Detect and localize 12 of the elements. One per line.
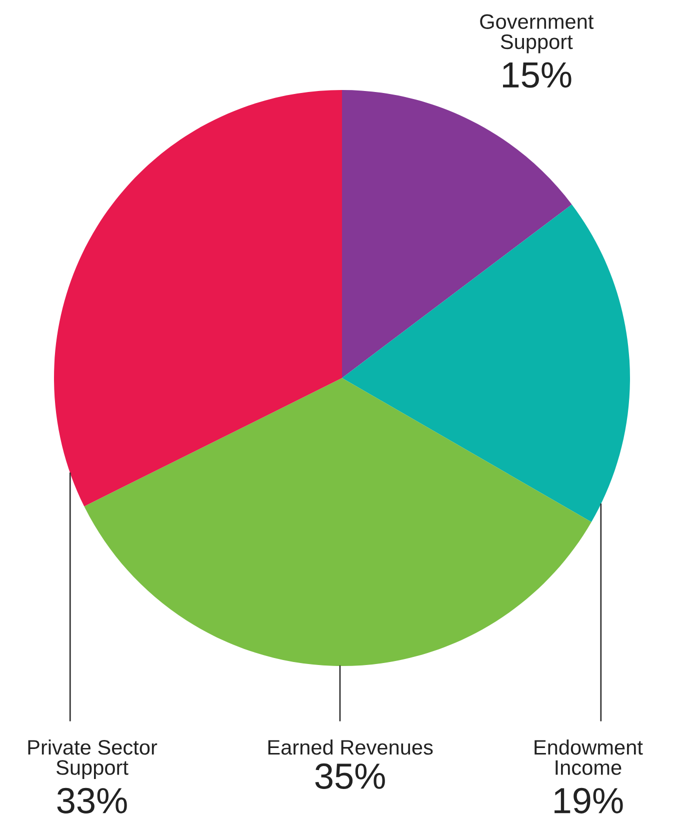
slice-label: Government Support <box>480 14 594 54</box>
data-label: 15% <box>503 62 572 88</box>
slice-label: Private Sector Support <box>28 739 158 780</box>
pie-slice <box>342 90 572 378</box>
pie-slice <box>342 204 630 522</box>
slice-label: Endowment Income <box>534 739 643 775</box>
slice-label: Earned Revenues <box>268 739 433 755</box>
pie-slice <box>84 378 592 666</box>
data-label: 33% <box>57 788 127 814</box>
data-label: 19% <box>554 788 623 814</box>
pie-slice <box>54 90 342 506</box>
data-label: 35% <box>315 763 385 790</box>
